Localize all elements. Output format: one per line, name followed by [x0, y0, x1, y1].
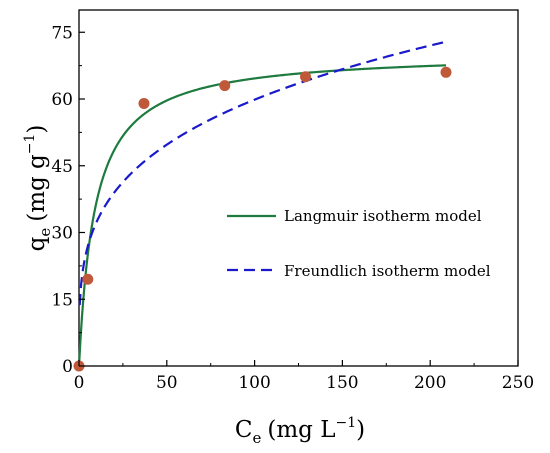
y-tick-label: 75 [51, 23, 73, 43]
y-tick-label: 45 [51, 157, 73, 177]
x-tick-label: 0 [74, 373, 85, 393]
data-point [219, 80, 231, 92]
data-point [300, 71, 312, 83]
x-axis-ticks: 0 50 100 150 200 250 [74, 360, 534, 393]
legend: Langmuir isotherm model Freundlich isoth… [227, 207, 491, 280]
plot-frame [78, 9, 519, 367]
legend-label-langmuir: Langmuir isotherm model [284, 207, 482, 225]
langmuir-curve [77, 64, 447, 367]
y-tick-label: 0 [62, 357, 73, 377]
y-axis-title: qe(mg g−1) [22, 125, 54, 252]
y-tick-label: 30 [51, 224, 73, 244]
x-tick-label: 50 [156, 373, 178, 393]
x-axis-title: Ce (mg L−1) [235, 415, 365, 447]
x-tick-label: 250 [502, 373, 534, 393]
data-point [138, 97, 150, 109]
y-tick-label: 15 [51, 290, 73, 310]
data-point [440, 66, 452, 78]
y-tick-label: 60 [51, 90, 73, 110]
freundlich-curve [78, 40, 447, 306]
model-curves [77, 40, 447, 367]
y-axis-ticks: 0 15 30 45 60 75 [51, 23, 85, 377]
legend-label-freundlich: Freundlich isotherm model [284, 262, 491, 280]
data-point [82, 273, 94, 285]
x-tick-label: 200 [414, 373, 446, 393]
x-tick-label: 100 [238, 373, 270, 393]
x-tick-label: 150 [326, 373, 358, 393]
